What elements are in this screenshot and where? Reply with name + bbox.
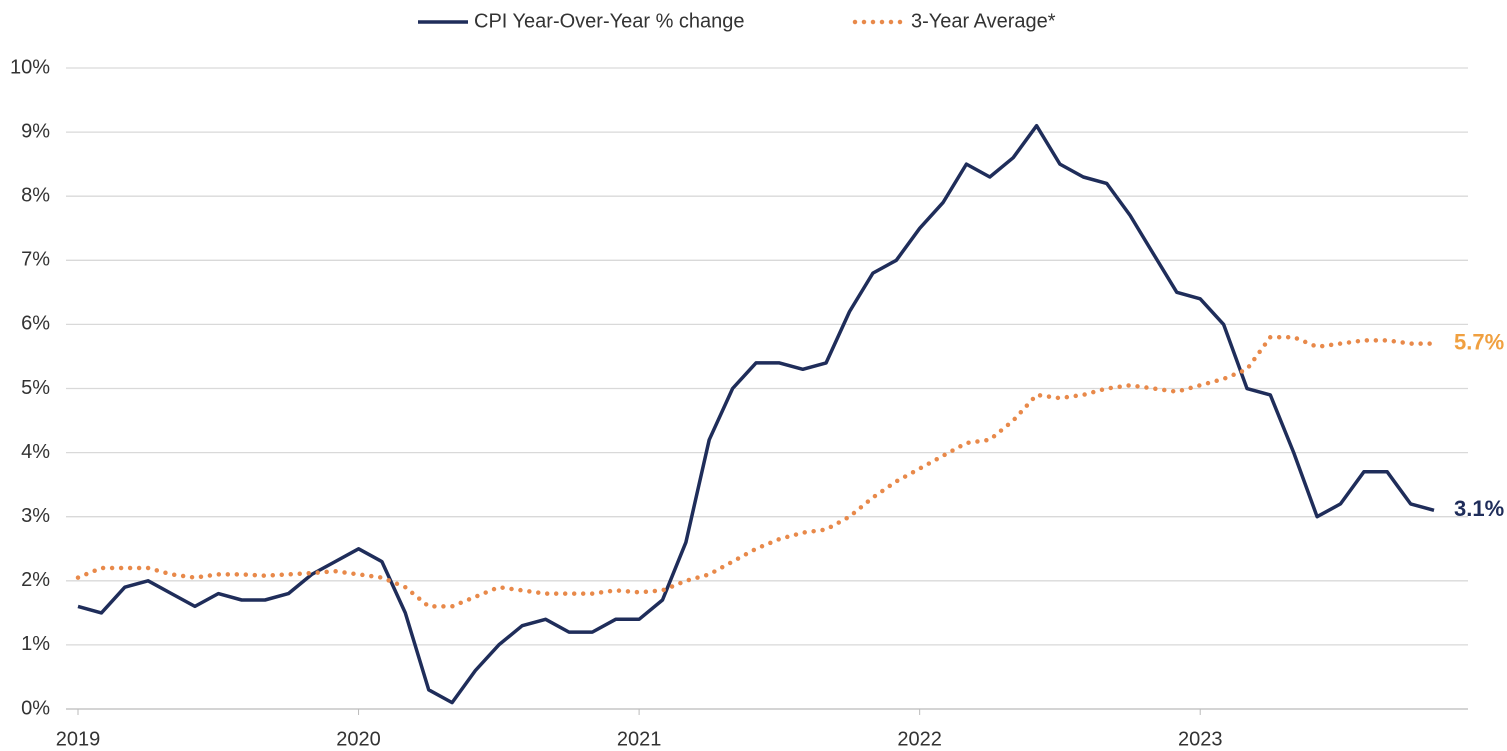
y-tick-label: 10% [10,56,50,78]
y-tick-label: 6% [21,313,50,335]
y-tick-label: 7% [21,249,50,271]
x-tick-label: 2023 [1178,728,1223,750]
y-tick-label: 5% [21,377,50,399]
y-tick-label: 4% [21,441,50,463]
y-tick-label: 9% [21,120,50,142]
series-line [75,334,1437,609]
x-tick-label: 2021 [617,728,662,750]
x-tick-label: 2020 [336,728,381,750]
legend-label: 3-Year Average* [911,10,1056,32]
y-tick-label: 2% [21,569,50,591]
y-tick-label: 3% [21,505,50,527]
x-tick-label: 2022 [897,728,942,750]
x-tick-label: 2019 [56,728,101,750]
y-tick-label: 0% [21,697,50,719]
value-label: 3.1% [1454,496,1504,521]
y-tick-label: 8% [21,184,50,206]
series-line [77,123,1435,705]
value-label: 5.7% [1454,329,1504,354]
legend-label: CPI Year-Over-Year % change [474,10,745,32]
y-tick-label: 1% [21,633,50,655]
